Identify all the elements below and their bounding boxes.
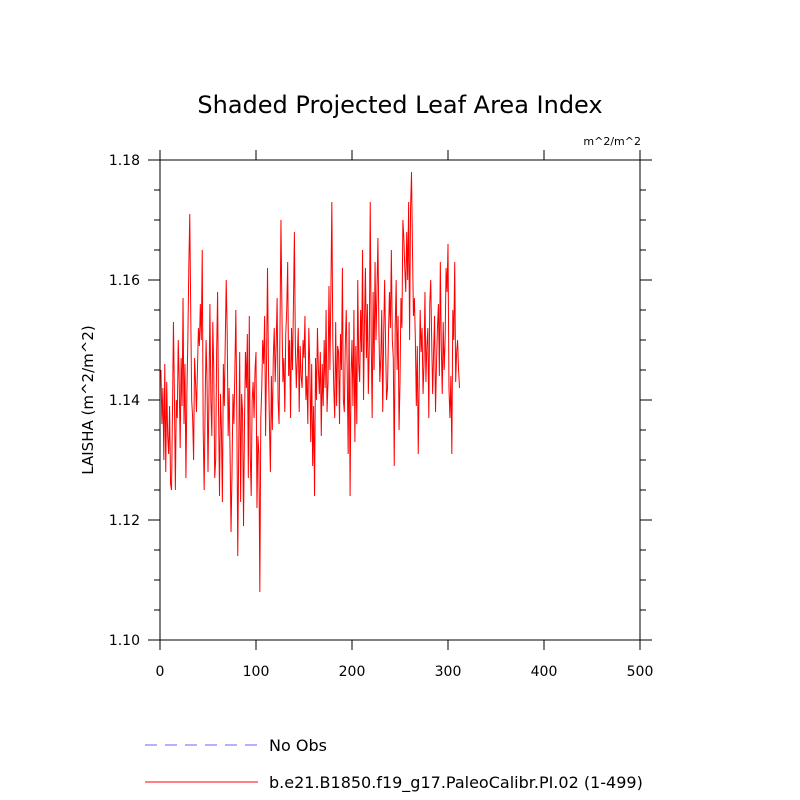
x-tick-label: 200 <box>339 664 366 680</box>
y-axis-label: LAISHA (m^2/m^2) <box>79 325 97 474</box>
tick-labels: 0 100 200 300 400 500 1.10 1.12 1.14 1.16 1.18 <box>109 153 654 680</box>
series-line-0 <box>160 171 461 593</box>
y-tick-label: 1.16 <box>109 273 140 289</box>
plot-area <box>160 171 461 593</box>
x-tick-label: 500 <box>627 664 654 680</box>
axis-ticks <box>148 150 652 650</box>
y-tick-label: 1.12 <box>109 513 140 529</box>
x-tick-label: 0 <box>156 664 165 680</box>
units-label: m^2/m^2 <box>583 135 641 148</box>
y-tick-label: 1.14 <box>109 393 140 409</box>
legend-label-1: b.e21.B1850.f19_g17.PaleoCalibr.PI.02 (1… <box>269 773 643 793</box>
x-tick-label: 300 <box>435 664 462 680</box>
legend: No Obs b.e21.B1850.f19_g17.PaleoCalibr.PI… <box>145 736 643 793</box>
legend-label-0: No Obs <box>269 736 327 755</box>
x-tick-label: 400 <box>531 664 558 680</box>
chart-title: Shaded Projected Leaf Area Index <box>197 91 602 119</box>
x-tick-label: 100 <box>243 664 270 680</box>
y-tick-label: 1.18 <box>109 153 140 169</box>
y-tick-label: 1.10 <box>109 633 140 649</box>
